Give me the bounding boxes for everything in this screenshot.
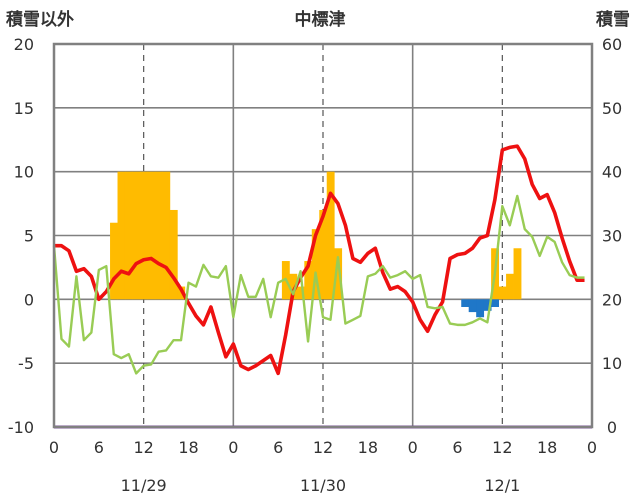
bar (311, 229, 320, 300)
y-tick-left: 15 (14, 99, 34, 118)
x-tick: 0 (228, 438, 238, 457)
bar (506, 273, 514, 300)
right-axis-label: 積雪 (596, 9, 630, 30)
date-label: 11/30 (300, 476, 346, 495)
y-ticks-right: 0 10 20 30 40 50 60 (602, 35, 622, 437)
x-tick: 6 (94, 438, 104, 457)
bar (491, 299, 499, 307)
bar (468, 299, 477, 313)
bar (132, 171, 141, 300)
bar (513, 248, 522, 300)
y-tick-right: 50 (602, 99, 622, 118)
x-tick: 0 (49, 438, 59, 457)
bar (461, 299, 470, 307)
bar (117, 171, 126, 300)
y-tick-right: 0 (607, 418, 617, 437)
bar (124, 171, 133, 300)
series-line (52, 194, 585, 375)
bars-layer (110, 171, 522, 318)
bar (147, 171, 156, 300)
x-tick: 18 (358, 438, 378, 457)
bar (304, 261, 313, 300)
x-tick: 6 (452, 438, 462, 457)
bar (289, 273, 298, 300)
x-tick: 0 (408, 438, 418, 457)
left-axis-label: 積雪以外 (6, 9, 74, 30)
bar (476, 299, 485, 318)
plot-frame (52, 42, 594, 429)
x-tick: 6 (273, 438, 283, 457)
x-tick: 18 (178, 438, 198, 457)
y-tick-left: -10 (8, 418, 34, 437)
y-tick-left: -5 (18, 354, 34, 373)
bar (154, 171, 163, 300)
chart-title: 中標津 (295, 9, 346, 30)
bar (296, 286, 305, 300)
bar (169, 209, 178, 300)
x-tick: 18 (537, 438, 557, 457)
x-tick: 0 (587, 438, 597, 457)
y-ticks-left: -10 -5 0 5 10 15 20 (8, 35, 34, 437)
y-tick-right: 40 (602, 163, 622, 182)
y-tick-left: 20 (14, 35, 34, 54)
y-tick-left: 5 (24, 227, 34, 246)
bar (162, 171, 171, 300)
x-tick: 12 (492, 438, 512, 457)
y-tick-right: 60 (602, 35, 622, 54)
y-tick-right: 20 (602, 290, 622, 309)
x-tick: 12 (313, 438, 333, 457)
x-ticks: 0 6 12 18 0 6 12 18 0 6 12 18 0 (49, 438, 597, 457)
date-label: 11/29 (121, 476, 167, 495)
bar (498, 286, 507, 300)
bar (139, 171, 148, 300)
y-tick-left: 10 (14, 163, 34, 182)
bar (319, 209, 328, 300)
series-line (54, 144, 585, 376)
bar (483, 299, 492, 311)
bar (110, 222, 118, 300)
date-label: 12/1 (484, 476, 520, 495)
y-tick-right: 30 (602, 227, 622, 246)
bar (326, 171, 335, 300)
x-tick: 12 (133, 438, 153, 457)
y-tick-right: 10 (602, 354, 622, 373)
bar (334, 248, 343, 300)
date-labels: 11/29 11/30 12/1 (121, 476, 521, 495)
y-tick-left: 0 (24, 290, 34, 309)
